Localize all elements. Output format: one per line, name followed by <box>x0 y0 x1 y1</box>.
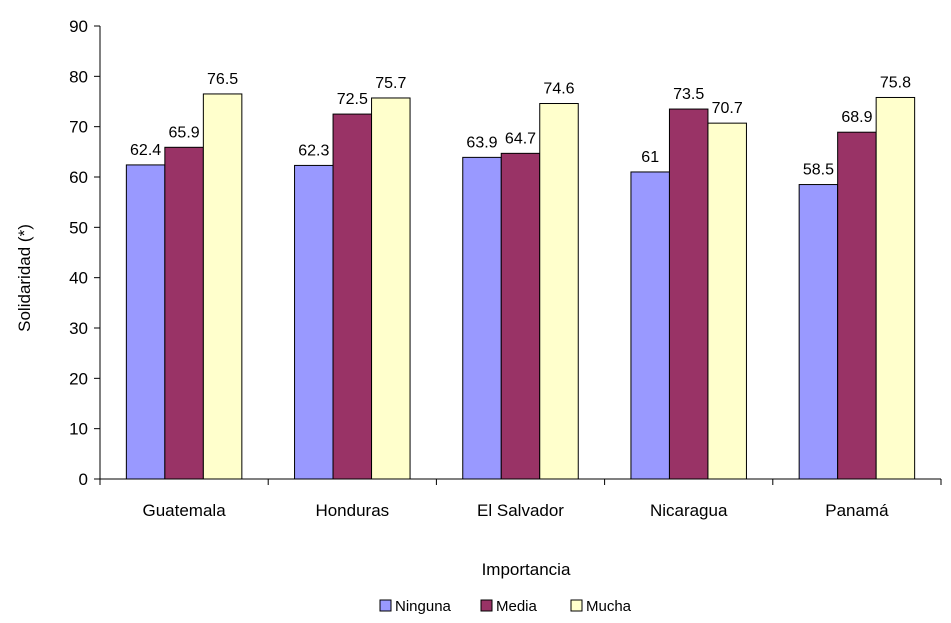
bar <box>500 152 541 480</box>
x-category-label: El Salvador <box>477 501 564 520</box>
x-category-label: Guatemala <box>143 501 227 520</box>
data-label: 62.3 <box>298 142 329 159</box>
y-axis: 0 10 20 30 40 50 60 70 80 90 <box>69 17 101 489</box>
bar <box>462 156 502 480</box>
data-label: 75.7 <box>375 75 406 92</box>
legend: Ninguna Media Mucha <box>379 598 632 615</box>
bar <box>332 113 373 480</box>
bar <box>539 103 579 480</box>
bar <box>630 171 670 480</box>
y-tick-label: 30 <box>69 319 88 338</box>
x-category-label: Honduras <box>315 501 389 520</box>
y-tick-label: 40 <box>69 269 88 288</box>
data-label: 76.5 <box>207 71 238 88</box>
y-tick-label: 0 <box>79 470 88 489</box>
legend-swatch <box>480 599 493 612</box>
legend-swatch <box>379 599 392 612</box>
bar <box>668 108 709 480</box>
x-category-label: Panamá <box>825 501 889 520</box>
data-label: 70.7 <box>712 100 743 117</box>
y-tick-label: 50 <box>69 218 88 237</box>
data-label: 61 <box>641 149 659 166</box>
y-tick-label: 70 <box>69 118 88 137</box>
legend-label: Mucha <box>586 598 632 615</box>
data-label: 62.4 <box>130 142 161 159</box>
bar <box>798 184 839 480</box>
bar <box>164 146 204 480</box>
data-label: 58.5 <box>803 162 834 179</box>
bar <box>875 96 916 480</box>
data-label: 63.9 <box>466 134 497 151</box>
y-tick-label: 20 <box>69 369 88 388</box>
data-label: 75.8 <box>880 74 911 91</box>
x-axis: Guatemala Honduras El Salvador Nicaragua Pan… <box>99 478 942 520</box>
data-label: 74.6 <box>543 81 574 98</box>
y-tick-label: 60 <box>69 168 88 187</box>
y-tick-label: 90 <box>69 17 88 36</box>
bar <box>202 93 243 480</box>
data-label: 68.9 <box>841 109 872 126</box>
data-label: 73.5 <box>673 86 704 103</box>
x-category-label: Nicaragua <box>650 501 728 520</box>
y-tick-label: 10 <box>69 420 88 439</box>
data-label: 64.7 <box>505 130 536 147</box>
legend-label: Media <box>496 598 538 615</box>
y-axis-title: Solidaridad (*) <box>15 224 34 332</box>
bar <box>125 164 166 480</box>
y-tick-label: 80 <box>69 67 88 86</box>
bar <box>294 164 334 480</box>
bar <box>707 122 747 480</box>
data-label: 65.9 <box>169 124 200 141</box>
bar <box>837 131 877 480</box>
x-axis-title: Importancia <box>482 560 571 579</box>
data-label: 72.5 <box>337 91 368 108</box>
legend-label: Ninguna <box>395 598 452 615</box>
data-labels-group: 62.4 65.9 76.5 62.3 72.5 75.7 63.9 64.7 74.6 61 73… <box>130 71 911 179</box>
bars-group <box>125 93 916 480</box>
bar <box>371 97 411 480</box>
legend-swatch <box>570 599 583 612</box>
